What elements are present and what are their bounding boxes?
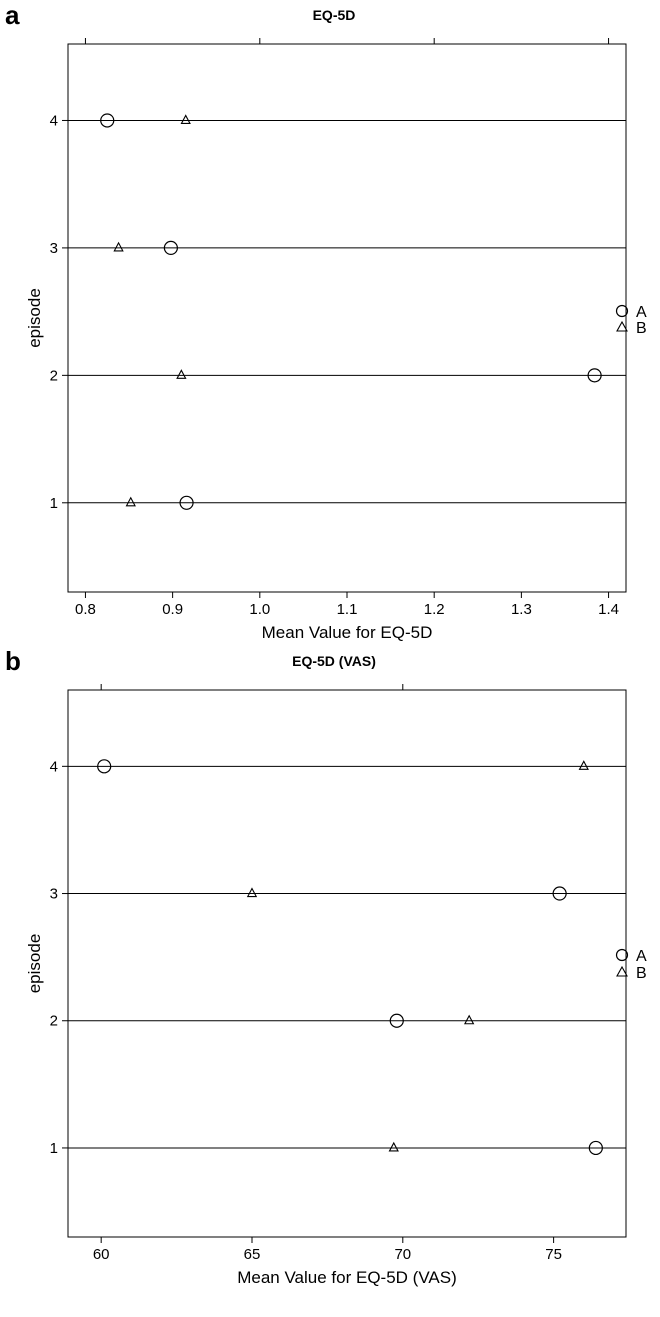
y-tick-label: 2 xyxy=(50,367,58,384)
legend-label-A: A xyxy=(636,304,647,321)
chart-panel-b: b EQ-5D (VAS) 1 2 3 4 60 65 70 75 Mean Value for E… xyxy=(5,646,647,1287)
legend-triangle-marker xyxy=(616,320,628,332)
legend-circle-marker xyxy=(615,304,629,318)
data-point-A-episode-1 xyxy=(179,495,194,510)
y-tick-label: 4 xyxy=(50,758,58,775)
x-tick-label: 1.3 xyxy=(511,601,532,618)
x-axis-label: Mean Value for EQ-5D (VAS) xyxy=(237,1268,457,1287)
chart-title: EQ-5D (VAS) xyxy=(292,653,376,669)
data-point-B-episode-3 xyxy=(246,887,258,898)
y-tick-label: 1 xyxy=(50,495,58,512)
y-axis-label: episode xyxy=(25,288,44,348)
data-point-A-episode-2 xyxy=(587,368,602,383)
y-tick-label: 3 xyxy=(50,240,58,257)
panel-letter: a xyxy=(5,0,20,30)
x-tick-label: 1.4 xyxy=(598,601,619,618)
legend-label-B: B xyxy=(636,320,647,337)
chart-title: EQ-5D xyxy=(313,7,356,23)
x-tick-label: 65 xyxy=(244,1246,261,1263)
data-point-A-episode-1 xyxy=(588,1140,603,1156)
data-point-A-episode-2 xyxy=(389,1013,404,1028)
x-axis-label: Mean Value for EQ-5D xyxy=(262,623,433,642)
legend-circle-marker xyxy=(615,948,629,962)
y-tick-label: 2 xyxy=(50,1013,58,1030)
data-point-B-episode-3 xyxy=(113,241,124,252)
data-point-A-episode-4 xyxy=(100,113,115,128)
legend-triangle-marker xyxy=(616,965,628,977)
data-point-A-episode-3 xyxy=(163,240,178,256)
data-point-B-episode-2 xyxy=(176,369,187,379)
x-tick-label: 75 xyxy=(545,1246,562,1263)
plot-frame xyxy=(67,689,627,1238)
x-tick-label: 70 xyxy=(394,1246,411,1263)
data-point-B-episode-1 xyxy=(125,496,136,507)
data-point-B-episode-4 xyxy=(180,114,191,125)
plot-frame xyxy=(67,43,627,593)
legend-label-A: A xyxy=(636,948,647,965)
x-tick-label: 1.1 xyxy=(337,601,358,618)
x-tick-label: 0.9 xyxy=(162,601,183,618)
data-point-A-episode-3 xyxy=(552,886,567,901)
y-tick-label: 1 xyxy=(50,1140,58,1157)
x-tick-label: 60 xyxy=(93,1246,110,1263)
data-point-A-episode-4 xyxy=(97,759,112,774)
panel-letter: b xyxy=(5,646,21,676)
data-point-B-episode-4 xyxy=(578,760,589,770)
x-tick-label: 0.8 xyxy=(75,601,96,618)
x-tick-label: 1.0 xyxy=(249,601,270,618)
x-tick-label: 1.2 xyxy=(424,601,445,618)
y-tick-label: 4 xyxy=(50,112,58,129)
data-point-B-episode-2 xyxy=(463,1014,475,1025)
data-point-B-episode-1 xyxy=(388,1141,399,1152)
y-axis-label: episode xyxy=(25,934,44,994)
legend: AB xyxy=(615,948,647,982)
legend-label-B: B xyxy=(636,965,647,982)
chart-panel-a: a EQ-5D 1 2 3 4 0.8 0.9 1.0 1.1 1.2 1.3 1.4 Mean Valu… xyxy=(5,0,647,642)
y-tick-label: 3 xyxy=(50,886,58,903)
legend: AB xyxy=(615,304,647,337)
